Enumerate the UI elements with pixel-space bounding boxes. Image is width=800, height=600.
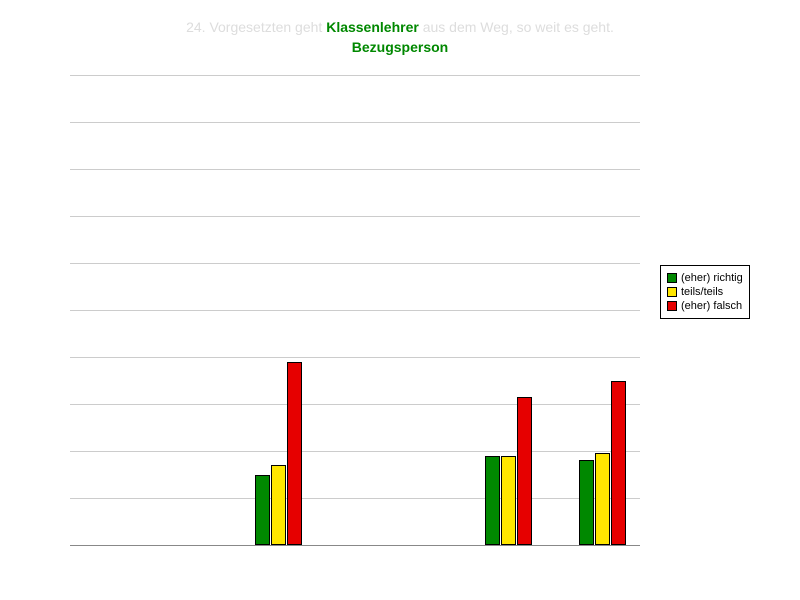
legend-item: (eher) richtig <box>667 272 743 284</box>
x-axis <box>70 545 640 546</box>
gridline <box>70 263 640 264</box>
title-faint: aus dem Weg, so weit es geht. <box>419 19 614 35</box>
gridline <box>70 404 640 405</box>
legend-label: (eher) falsch <box>681 300 742 312</box>
legend-swatch <box>667 301 677 311</box>
gridline <box>70 75 640 76</box>
bar <box>611 381 626 546</box>
bar <box>287 362 302 545</box>
legend-label: teils/teils <box>681 286 723 298</box>
gridline <box>70 310 640 311</box>
bar <box>255 475 270 546</box>
gridline <box>70 498 640 499</box>
legend-label: (eher) richtig <box>681 272 743 284</box>
bar <box>595 453 610 545</box>
legend-item: (eher) falsch <box>667 300 743 312</box>
gridline <box>70 357 640 358</box>
bar <box>517 397 532 545</box>
title-emph: Klassenlehrer <box>326 19 419 35</box>
title-faint: 24. Vorgesetzten geht <box>186 19 326 35</box>
legend: (eher) richtig teils/teils (eher) falsch <box>660 265 750 319</box>
gridline <box>70 122 640 123</box>
gridline <box>70 169 640 170</box>
plot-area <box>70 75 640 545</box>
gridline <box>70 216 640 217</box>
bar <box>579 460 594 545</box>
chart-title: 24. Vorgesetzten geht Klassenlehrer aus … <box>0 0 800 57</box>
legend-swatch <box>667 273 677 283</box>
bar <box>485 456 500 545</box>
legend-swatch <box>667 287 677 297</box>
legend-item: teils/teils <box>667 286 743 298</box>
bar <box>271 465 286 545</box>
gridline <box>70 451 640 452</box>
bar <box>501 456 516 545</box>
chart-subtitle: Bezugsperson <box>352 39 448 55</box>
